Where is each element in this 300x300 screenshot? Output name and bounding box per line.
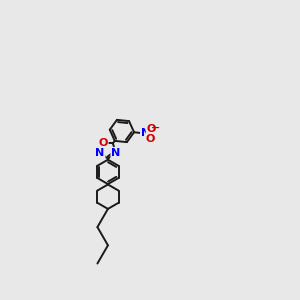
Text: N: N: [95, 148, 105, 158]
Text: +: +: [145, 125, 152, 134]
Text: N: N: [111, 148, 121, 158]
Text: N: N: [141, 128, 150, 139]
Text: O: O: [147, 124, 156, 134]
Text: O: O: [98, 138, 108, 148]
Text: O: O: [146, 134, 155, 144]
Text: −: −: [151, 123, 160, 133]
